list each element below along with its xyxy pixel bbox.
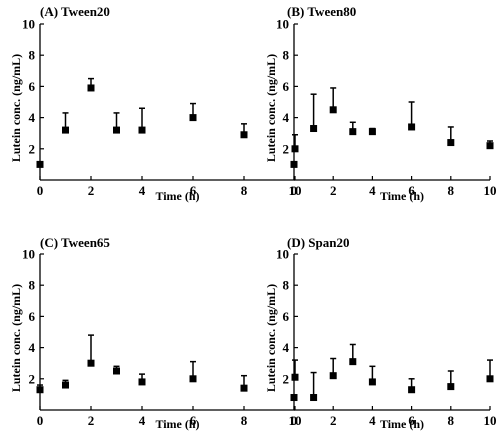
data-point [36,386,44,394]
data-point [36,160,44,168]
data-point [368,128,376,136]
x-tick-label: 4 [139,183,146,198]
x-tick-label: 10 [484,183,497,198]
y-tick-label: 4 [283,110,290,125]
y-tick-label: 6 [29,79,36,94]
y-tick-label: 8 [29,278,36,293]
x-axis-label: Time (h) [380,417,424,431]
data-point [310,125,318,133]
data-point [486,375,494,383]
data-point [291,373,299,381]
y-tick-label: 10 [22,247,35,262]
panel-title: (A) Tween20 [40,4,110,19]
panel-title: (C) Tween65 [40,235,110,250]
data-point [349,358,357,366]
y-tick-label: 4 [29,340,36,355]
data-point [408,123,416,131]
x-tick-label: 4 [139,413,146,428]
data-point [447,383,455,391]
data-point [368,378,376,386]
x-tick-label: 8 [448,413,455,428]
x-tick-label: 10 [289,413,302,428]
data-point [113,367,120,375]
x-tick-label: 0 [291,413,298,428]
data-point [447,139,455,147]
data-point [408,386,416,394]
y-tick-label: 2 [283,141,290,156]
x-tick-label: 10 [484,413,497,428]
x-tick-label: 2 [330,183,337,198]
y-axis-label: Lutein conc. (ng/mL) [9,284,23,392]
y-tick-label: 10 [276,17,289,32]
y-tick-label: 2 [29,141,36,156]
data-point [290,394,298,402]
data-point [349,128,357,136]
data-point [329,106,337,114]
y-tick-label: 8 [283,48,290,63]
x-tick-label: 6 [190,413,197,428]
data-point [310,394,318,402]
data-point [138,126,146,134]
x-tick-label: 2 [330,413,337,428]
y-tick-label: 2 [283,371,290,386]
x-tick-label: 8 [241,413,248,428]
x-tick-label: 0 [37,183,44,198]
x-tick-label: 0 [291,183,298,198]
y-tick-label: 6 [283,79,290,94]
y-axis-label: Lutein conc. (ng/mL) [264,54,278,162]
x-tick-label: 4 [369,413,376,428]
data-point [113,126,120,134]
y-tick-label: 6 [29,309,36,324]
data-point [486,142,494,150]
data-point [329,372,337,380]
x-tick-label: 2 [88,413,95,428]
data-point [87,84,95,92]
y-tick-label: 10 [22,17,35,32]
data-point [62,381,69,389]
y-tick-label: 6 [283,309,290,324]
data-point [189,375,197,383]
data-point [62,126,69,134]
x-tick-label: 6 [190,183,197,198]
data-point [240,384,248,392]
y-tick-label: 10 [276,247,289,262]
x-tick-label: 10 [289,183,302,198]
x-tick-label: 2 [88,183,95,198]
x-axis-label: Time (h) [380,189,424,203]
x-tick-label: 0 [37,413,44,428]
x-tick-label: 8 [448,183,455,198]
x-axis-label: Time (h) [155,417,199,431]
x-tick-label: 8 [241,183,248,198]
y-tick-label: 8 [283,278,290,293]
data-point [189,114,197,122]
y-tick-label: 4 [283,340,290,355]
data-point [240,131,248,139]
data-point [138,378,146,386]
data-point [87,359,95,367]
x-tick-label: 6 [408,183,415,198]
panel-title: (B) Tween80 [287,4,356,19]
y-axis-label: Lutein conc. (ng/mL) [264,284,278,392]
data-point [290,160,298,168]
y-tick-label: 4 [29,110,36,125]
y-tick-label: 8 [29,48,36,63]
x-axis-label: Time (h) [155,189,199,203]
y-axis-label: Lutein conc. (ng/mL) [9,54,23,162]
x-tick-label: 4 [369,183,376,198]
panel-title: (D) Span20 [287,235,350,250]
y-tick-label: 2 [29,371,36,386]
x-tick-label: 6 [408,413,415,428]
